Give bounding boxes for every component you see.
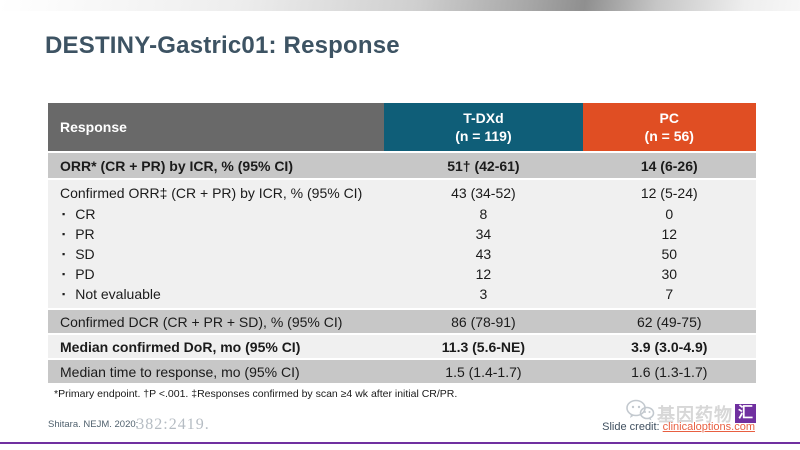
pc-value: 12 (5-24) [640, 185, 698, 201]
table-row-sd: ▪ SD 43 50 [48, 244, 756, 264]
header-tdxd-n: (n = 119) [455, 128, 512, 144]
pc-value: 1.6 (1.3-1.7) [631, 363, 708, 380]
footnote: *Primary endpoint. †P <.001. ‡Responses … [54, 388, 458, 400]
table-row-confirmed-orr: Confirmed ORR‡ (CR + PR) by ICR, % (95% … [48, 182, 756, 204]
pc-value: 50 [661, 246, 678, 262]
pc-value: 14 (6-26) [640, 157, 698, 174]
header-pc-n: (n = 56) [644, 128, 694, 144]
row-label: Confirmed DCR (CR + PR + SD), % (95% CI) [60, 313, 343, 330]
table-row-orr: ORR* (CR + PR) by ICR, % (95% CI) 51† (4… [48, 151, 756, 178]
row-label: ▪ PD [48, 264, 384, 284]
tdxd-value: 1.5 (1.4-1.7) [445, 363, 522, 380]
pc-value: 12 [661, 226, 678, 242]
tdxd-value: 12 [475, 266, 492, 282]
row-label-text: CR [75, 206, 96, 222]
pc-value: 30 [661, 266, 678, 282]
slide-title: DESTINY-Gastric01: Response [45, 32, 400, 59]
row-label-text: SD [75, 246, 95, 262]
tdxd-value: 3 [479, 286, 488, 302]
row-label-text: PR [75, 226, 95, 242]
bullet-icon: ▪ [62, 289, 66, 299]
bullet-icon: ▪ [62, 229, 66, 239]
bullet-icon: ▪ [62, 269, 66, 279]
row-label: ORR* (CR + PR) by ICR, % (95% CI) [60, 157, 293, 174]
watermark-text: 基因药物 [656, 404, 733, 425]
pc-value: 3.9 (3.0-4.9) [631, 338, 708, 355]
table-header-row: Response T-DXd (n = 119) PC (n = 56) [48, 103, 756, 151]
header-pc-title: PC [659, 109, 679, 126]
credit-label: Slide credit: [602, 421, 663, 433]
table-block-confirmed-orr: Confirmed ORR‡ (CR + PR) by ICR, % (95% … [48, 178, 756, 308]
row-label-text: Not evaluable [75, 286, 161, 302]
wechat-icon [625, 398, 655, 429]
table-row-dor: Median confirmed DoR, mo (95% CI) 11.3 (… [48, 333, 756, 358]
row-label-text: PD [75, 266, 95, 282]
row-label: ▪ SD [48, 244, 384, 264]
tdxd-value: 34 [475, 226, 492, 242]
pc-value: 62 (49-75) [636, 313, 702, 330]
table-row-time-to-response: Median time to response, mo (95% CI) 1.5… [48, 358, 756, 383]
citation-watermark-text: 382:2419. [136, 416, 210, 433]
pc-value: 7 [665, 286, 674, 302]
wechat-watermark: 基因药物 汇 [625, 398, 756, 429]
table-row-pr: ▪ PR 34 12 [48, 224, 756, 244]
citation: Shitara. NEJM. 2020;382:2419. [48, 416, 210, 434]
row-label: Confirmed ORR‡ (CR + PR) by ICR, % (95% … [60, 185, 363, 201]
table-row-pd: ▪ PD 12 30 [48, 264, 756, 284]
pc-value: 0 [665, 206, 674, 222]
credit-link[interactable]: clinicaloptions.com [662, 421, 755, 433]
header-tdxd-title: T-DXd [463, 109, 504, 126]
header-cell-pc: PC (n = 56) [582, 103, 756, 151]
bottom-accent-line [0, 442, 800, 444]
table-row-not-evaluable: ▪ Not evaluable 3 7 [48, 284, 756, 304]
tdxd-value: 86 (78-91) [451, 313, 516, 330]
citation-text: Shitara. NEJM. 2020; [48, 419, 139, 430]
tdxd-value: 11.3 (5.6-NE) [441, 338, 526, 355]
table-row-cr: ▪ CR 8 0 [48, 204, 756, 224]
tdxd-value: 8 [479, 206, 488, 222]
slide-credit: Slide credit: clinicaloptions.com [602, 421, 755, 433]
tdxd-value: 51† (42-61) [447, 157, 520, 174]
tdxd-value: 43 (34-52) [451, 185, 516, 201]
header-cell-response: Response [48, 103, 385, 151]
table-row-dcr: Confirmed DCR (CR + PR + SD), % (95% CI)… [48, 308, 756, 333]
row-label: ▪ Not evaluable [48, 284, 384, 304]
row-label: Median time to response, mo (95% CI) [60, 363, 300, 380]
bullet-icon: ▪ [62, 249, 66, 259]
row-label: ▪ PR [48, 224, 384, 244]
header-response-title: Response [60, 118, 127, 135]
row-label: ▪ CR [48, 204, 384, 224]
top-gradient-bar [0, 0, 800, 11]
watermark-badge: 汇 [734, 404, 756, 423]
tdxd-value: 43 [475, 246, 492, 262]
row-label: Median confirmed DoR, mo (95% CI) [60, 338, 301, 355]
header-cell-tdxd: T-DXd (n = 119) [384, 103, 583, 151]
bullet-icon: ▪ [62, 209, 66, 219]
response-table: Response T-DXd (n = 119) PC (n = 56) ORR… [48, 103, 756, 383]
